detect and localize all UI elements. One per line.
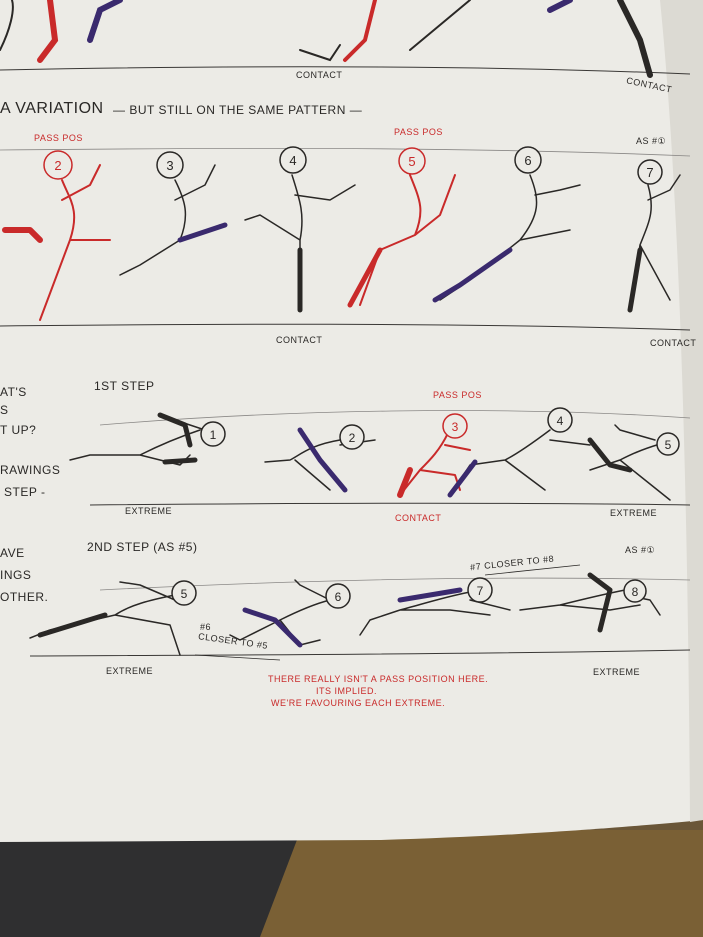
row3-contact: CONTACT [395, 513, 442, 523]
row4-extreme-right: EXTREME [593, 667, 641, 677]
row3-extreme-left: EXTREME [125, 506, 173, 516]
row3-num-5: 5 [665, 438, 672, 452]
row2-num-5: 5 [408, 154, 415, 169]
row3-figures [69, 407, 680, 501]
row2-contact-right: CONTACT [650, 338, 697, 348]
underline-closer-6 [194, 654, 281, 661]
book-page [0, 0, 703, 842]
heading-variation: A VARIATION [0, 100, 104, 117]
row3-numbers: 1 2 3 4 5 [210, 414, 672, 452]
margin-note-b3: OTHER. [0, 590, 49, 604]
row4-closer-6a: #6 [200, 622, 212, 632]
row2-num-6: 6 [524, 153, 531, 168]
row4-numbers: 5 6 7 8 [181, 584, 639, 604]
margin-note-a5: STEP - [4, 485, 46, 499]
margin-note-a2: S [0, 403, 9, 417]
row2-num-3: 3 [166, 158, 173, 173]
red-note-line-1: THERE REALLY ISN'T A PASS POSITION HERE. [268, 674, 489, 684]
arc-line-row3 [99, 410, 691, 426]
row3-first-step: 1ST STEP [94, 379, 155, 393]
row2-num-2: 2 [54, 158, 61, 173]
row3-num-1: 1 [210, 428, 217, 442]
row4-num-6: 6 [335, 590, 342, 604]
red-note-line-3: WE'RE FAVOURING EACH EXTREME. [271, 698, 446, 708]
row4-figures [29, 572, 661, 656]
row3-num-2: 2 [349, 431, 356, 445]
margin-note-a1: AT'S [0, 385, 27, 399]
row2-num-4: 4 [289, 153, 296, 168]
margin-note-b2: INGS [0, 568, 32, 582]
row2-as-1: AS #① [636, 136, 667, 146]
red-note-line-2: ITS IMPLIED. [316, 686, 378, 696]
row3-num-4: 4 [557, 414, 564, 428]
row1-contact-label: CONTACT [296, 70, 343, 80]
ground-line-row1 [0, 66, 691, 75]
ground-line-row3 [89, 502, 691, 506]
row2-contact-mid: CONTACT [276, 335, 323, 345]
row4-extreme-left: EXTREME [106, 666, 154, 676]
row2-pass-pos-left: PASS POS [34, 133, 83, 143]
row4-num-5: 5 [181, 587, 188, 601]
row2-num-7: 7 [646, 165, 653, 180]
row4-num-8: 8 [632, 585, 639, 599]
margin-note-a4: RAWINGS [0, 463, 61, 477]
row3-pass-pos: PASS POS [433, 390, 482, 400]
underline-closer-7 [484, 564, 581, 576]
margin-note-b1: AVE [0, 546, 25, 560]
margin-note-a3: T UP? [0, 423, 37, 437]
row4-as-1: AS #① [625, 545, 656, 555]
row1-figures [0, 0, 653, 78]
heading-variation-note: — BUT STILL ON THE SAME PATTERN — [113, 103, 363, 117]
ground-line-row2 [0, 323, 691, 331]
row2-numbers: 2 3 4 5 6 7 [54, 153, 653, 180]
row4-num-7: 7 [477, 584, 484, 598]
page-curl-shadow [660, 0, 703, 822]
row4-second-step: 2ND STEP (AS #5) [87, 540, 198, 554]
ground-line-row2-top [0, 147, 691, 157]
dark-table-cloth [0, 830, 300, 937]
row2-pass-pos-right: PASS POS [394, 127, 443, 137]
row3-num-3: 3 [452, 420, 459, 434]
row3-extreme-right: EXTREME [610, 508, 658, 518]
ground-line-row4 [29, 649, 691, 657]
row2-figures [2, 146, 681, 321]
